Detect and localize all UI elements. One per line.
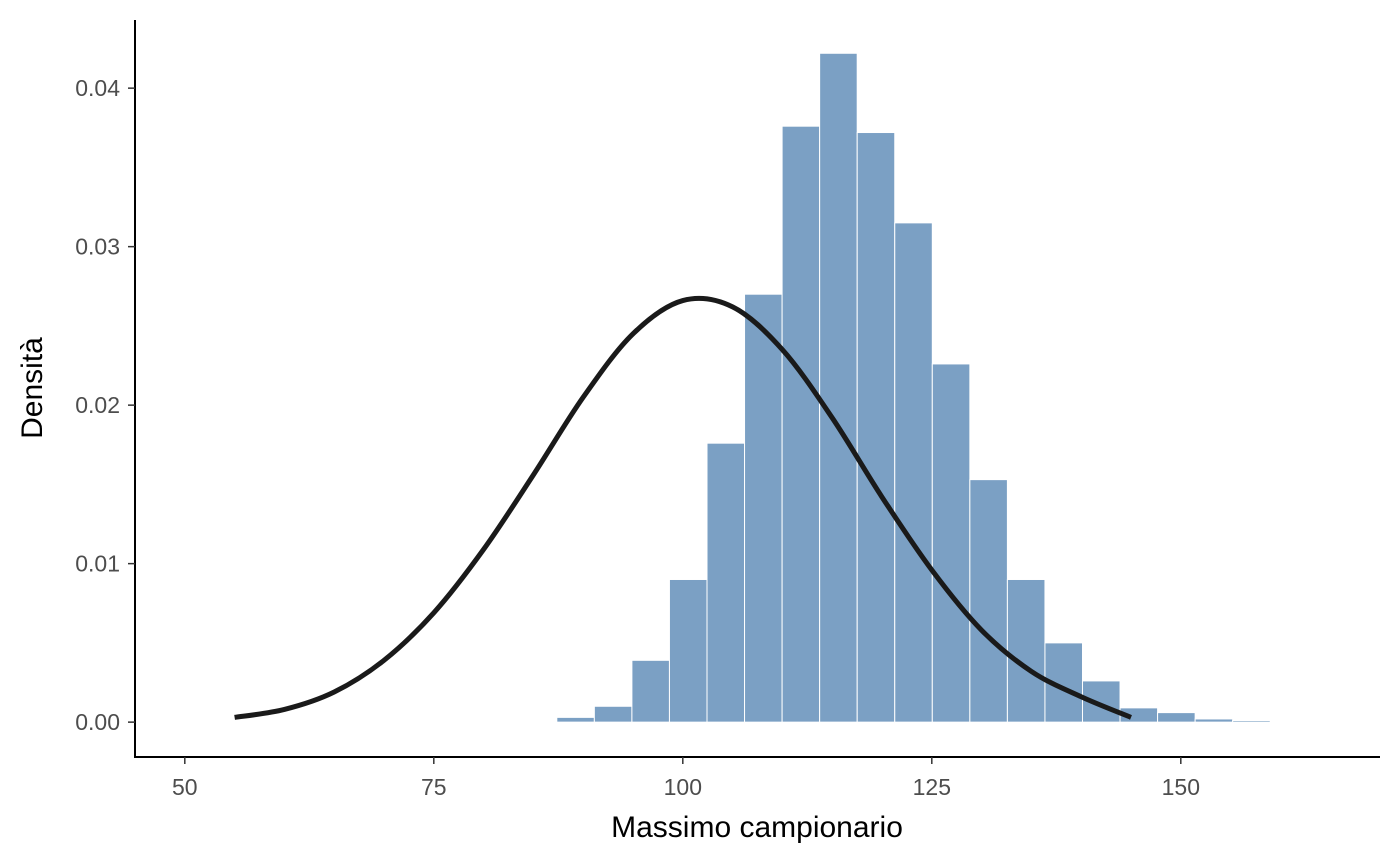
histogram-bar (894, 222, 933, 723)
histogram-bar (781, 125, 821, 723)
x-tick-label: 150 (1162, 774, 1200, 800)
y-tick-label: 0.04 (75, 75, 120, 101)
density-curve (234, 295, 1132, 720)
histogram-bar (593, 705, 633, 723)
x-axis-title: Massimo campionario (611, 811, 903, 844)
axes (134, 20, 1380, 758)
y-tick-label: 0.00 (75, 709, 120, 735)
histogram-bar (856, 132, 896, 723)
x-tick-label: 50 (172, 774, 198, 800)
y-tick-label: 0.02 (75, 392, 120, 418)
histogram-bar (819, 52, 858, 723)
histogram-bar (706, 442, 746, 723)
x-tick-label: 75 (421, 774, 447, 800)
histogram-bars (556, 52, 1271, 723)
histogram-bar (556, 716, 595, 723)
histogram-bar (1194, 718, 1234, 723)
histogram-bar (969, 479, 1008, 723)
x-tick-label: 125 (913, 774, 951, 800)
histogram-bar (744, 293, 783, 723)
x-tick-label: 100 (664, 774, 702, 800)
histogram-bar (931, 363, 971, 723)
histogram-bar (668, 578, 708, 723)
histogram-bar (1232, 720, 1271, 723)
y-axis-title: Densità (16, 337, 49, 439)
histogram-bar (631, 659, 670, 723)
y-tick-label: 0.01 (75, 551, 120, 577)
y-ticks: 0.00 0.01 0.02 0.03 0.04 (75, 75, 135, 735)
y-tick-label: 0.03 (75, 234, 120, 260)
histogram-bar (1006, 578, 1046, 723)
histogram-bar (1157, 712, 1196, 723)
x-ticks: 50 75 100 125 150 (172, 757, 1200, 800)
density-curve-layer (234, 295, 1132, 720)
